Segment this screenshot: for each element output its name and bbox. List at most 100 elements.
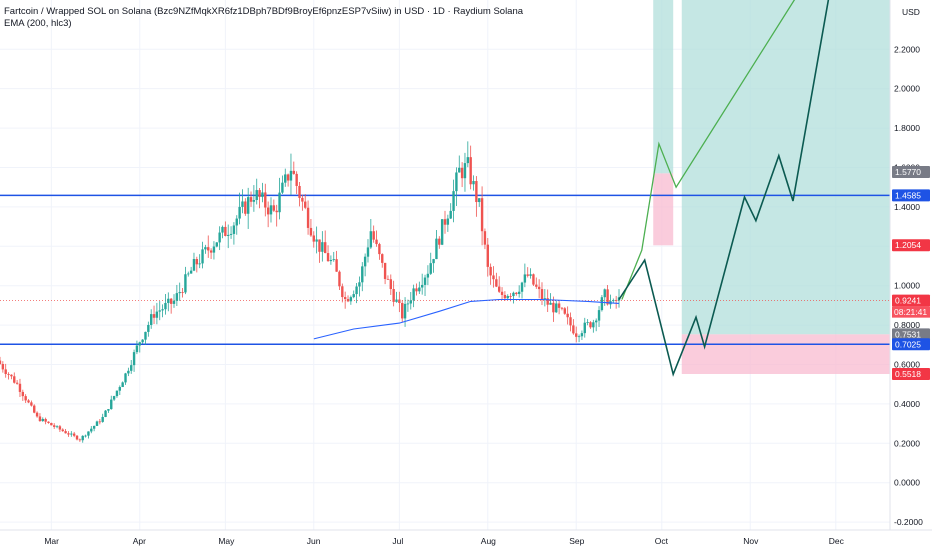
price-label-bg <box>892 328 930 341</box>
candle-body <box>249 197 253 202</box>
candle-body <box>0 360 2 365</box>
stop-zone <box>653 173 674 246</box>
candle-body <box>552 302 555 313</box>
candle-body <box>515 292 518 294</box>
candle-body <box>458 167 461 173</box>
candle-body <box>589 322 592 328</box>
projection-main-path <box>618 0 830 377</box>
candle-body <box>112 396 116 400</box>
candle-body <box>366 247 370 257</box>
candle-body <box>401 302 404 319</box>
candle-body <box>409 300 412 304</box>
candle-body <box>557 303 561 308</box>
candle-body <box>187 273 190 275</box>
indicator-label: EMA (200, hlc3) <box>4 18 72 29</box>
candle-body <box>343 297 347 300</box>
price-axis[interactable]: USD2.20002.00001.80001.60001.40001.20001… <box>889 0 932 550</box>
candle-body <box>215 242 218 247</box>
candle-body <box>55 426 59 428</box>
month-label: Dec <box>829 536 845 546</box>
price-tick-label: 0.6000 <box>894 359 920 369</box>
candle-body <box>152 314 156 318</box>
candle-body <box>546 298 549 305</box>
candle-body <box>164 302 167 310</box>
candle-body <box>423 277 427 285</box>
ema-200-line <box>313 298 620 340</box>
candle-body <box>569 317 572 326</box>
candle-body <box>332 259 335 261</box>
candle-body <box>258 190 261 198</box>
candle-body <box>58 426 62 430</box>
candle-body <box>1 364 5 370</box>
candle-body <box>18 383 22 392</box>
candle-body <box>403 303 407 319</box>
candle-body <box>272 205 276 211</box>
candle-body <box>418 287 421 292</box>
ema-line <box>313 298 620 340</box>
candle-body <box>147 324 150 332</box>
candle-body <box>98 421 102 423</box>
candle-body <box>75 435 79 440</box>
month-label: May <box>218 536 235 546</box>
candle-body <box>375 239 378 245</box>
time-axis[interactable]: Mar Apr May Jun Jul Aug Sep Oct Nov Dec <box>0 529 932 550</box>
candle-body <box>312 235 315 242</box>
candle-body <box>92 425 96 429</box>
candle-body <box>178 292 181 294</box>
candle-body <box>90 428 93 432</box>
candle-body <box>398 299 401 303</box>
horizontal-levels <box>0 194 890 346</box>
candle-body <box>61 429 64 432</box>
candle-body <box>95 421 99 426</box>
price-label-bg <box>892 166 930 179</box>
candle-body <box>110 399 113 410</box>
candle-body <box>349 297 353 302</box>
candle-body <box>438 238 441 245</box>
candle-body <box>67 433 70 435</box>
candle-body <box>572 325 575 334</box>
candle-body <box>10 374 13 377</box>
candle-body <box>101 416 104 422</box>
candle-body <box>284 174 287 183</box>
candle-body <box>420 284 424 288</box>
candle-body <box>358 282 361 287</box>
candle-body <box>383 262 387 279</box>
month-label: Aug <box>481 536 496 546</box>
price-tick-label: 1.4000 <box>894 202 920 212</box>
candle-body <box>38 416 42 422</box>
candle-body <box>78 439 82 441</box>
price-label-bg <box>892 189 930 202</box>
candle-body <box>127 370 130 374</box>
candle-body <box>520 282 524 292</box>
price-label: 1.2054 <box>895 240 921 250</box>
month-label: Oct <box>655 536 669 546</box>
candle-body <box>21 391 25 397</box>
candle-body <box>81 435 84 441</box>
month-label: Jul <box>392 536 403 546</box>
price-label-bg <box>892 239 930 252</box>
price-tick-label: 0.0000 <box>894 478 920 488</box>
price-label: 1.5770 <box>895 167 921 177</box>
candle-body <box>221 226 224 233</box>
candle-body <box>486 244 489 267</box>
candle-body <box>70 433 73 435</box>
candle-body <box>161 309 164 311</box>
candle-body <box>492 275 495 280</box>
candle-body <box>121 382 124 388</box>
candle-body <box>549 302 552 305</box>
candle-body <box>138 342 141 346</box>
candle-body <box>603 289 606 298</box>
candle-body <box>389 279 393 290</box>
candle-body <box>512 292 515 297</box>
price-tick-label: 1.0000 <box>894 281 920 291</box>
candle-body <box>577 336 581 338</box>
candle-body <box>261 192 264 198</box>
candle-body <box>415 288 418 292</box>
candle-body <box>47 421 50 423</box>
candle-body <box>381 254 384 263</box>
candle-body <box>295 173 298 186</box>
candle-body <box>606 289 609 305</box>
candle-body <box>341 286 344 298</box>
candle-body <box>298 185 301 198</box>
